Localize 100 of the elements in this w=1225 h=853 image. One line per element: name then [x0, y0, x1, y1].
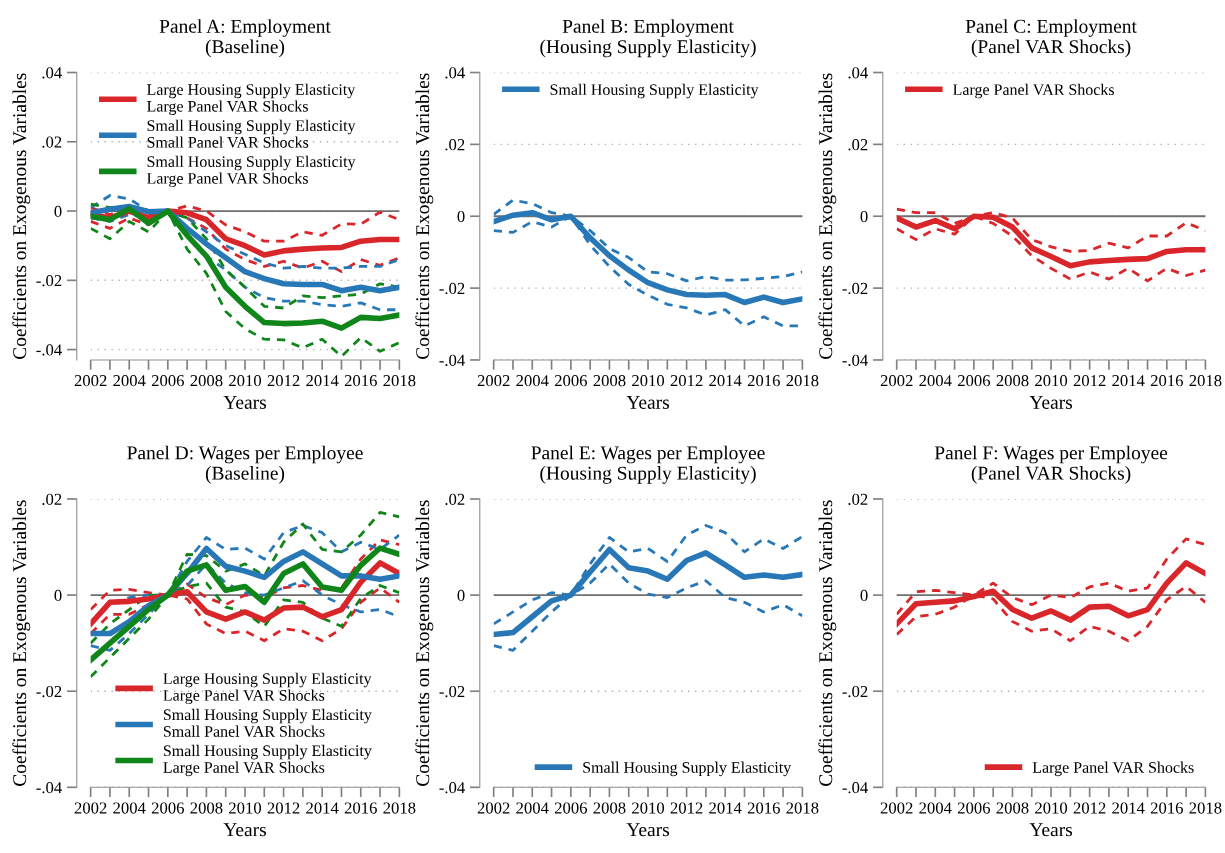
y-tick-label: .02	[848, 493, 868, 506]
x-tick-label: 2010	[632, 802, 665, 814]
y-tick-label: -.04	[439, 782, 465, 794]
legend-label: Large Panel VAR Shocks	[953, 83, 1114, 99]
x-tick-label: 2004	[113, 375, 146, 387]
legend-label: Small Housing Supply Elasticity Small Panel VAR Shocks	[147, 119, 356, 148]
x-tick-label: 2016	[1150, 375, 1183, 387]
y-axis-title: Coefficients on Exogenous Variables	[415, 500, 434, 786]
legend-label: Small Housing Supply Elasticity Large Panel VAR Shocks	[147, 155, 356, 188]
x-tick-label: 2012	[670, 375, 703, 387]
y-tick-label: .04	[848, 67, 868, 79]
chart-title: Panel D: Wages per Employee (Baseline)	[127, 445, 363, 484]
y-axis-title: Coefficients on Exogenous Variables	[12, 500, 31, 786]
x-tick-label: 2004	[919, 375, 952, 387]
x-tick-label: 2016	[344, 802, 377, 814]
x-tick-label: 2010	[229, 375, 262, 387]
chart-title: Panel C: Employment (Panel VAR Shocks)	[965, 19, 1137, 58]
x-axis-title: Years	[626, 395, 670, 409]
x-tick-label: 2010	[632, 375, 665, 387]
y-axis-title: Coefficients on Exogenous Variables	[818, 500, 837, 786]
x-tick-label: 2008	[190, 802, 223, 814]
x-tick-label: 2008	[593, 802, 626, 814]
y-tick-label: .02	[445, 139, 465, 151]
x-tick-label: 2008	[996, 802, 1029, 814]
legend-label: Large Panel VAR Shocks	[1032, 761, 1194, 777]
x-tick-label: 2004	[919, 802, 952, 814]
y-tick-label: 0	[54, 205, 62, 217]
y-tick-label: .02	[42, 136, 62, 148]
chart-title: Panel B: Employment (Housing Supply Elasticity)	[540, 19, 756, 58]
x-tick-label: 2018	[1189, 375, 1222, 387]
x-axis-title: Years	[223, 395, 266, 409]
y-tick-label: .02	[848, 139, 868, 151]
x-tick-label: 2014	[306, 375, 339, 387]
chart-title: Panel A: Employment (Baseline)	[159, 19, 331, 58]
x-tick-label: 2018	[786, 802, 819, 814]
x-tick-label: 2018	[1189, 802, 1222, 814]
y-tick-label: .04	[42, 67, 62, 79]
y-tick-label: -.02	[439, 685, 465, 698]
x-tick-label: 2018	[786, 375, 819, 387]
x-tick-label: 2002	[74, 375, 107, 387]
x-tick-label: 2012	[267, 375, 300, 387]
x-tick-label: 2008	[996, 375, 1029, 387]
x-tick-label: 2010	[1035, 802, 1068, 814]
legend-label: Large Housing Supply Elasticity Large Panel VAR Shocks	[147, 83, 356, 115]
y-tick-label: -.02	[842, 685, 868, 698]
x-tick-label: 2010	[1035, 375, 1068, 387]
x-tick-label: 2008	[593, 375, 626, 387]
x-axis-title: Years	[1029, 395, 1073, 409]
y-tick-label: .02	[445, 493, 465, 506]
y-tick-label: -.02	[439, 282, 465, 295]
x-tick-label: 2002	[880, 802, 913, 814]
y-tick-label: 0	[54, 589, 62, 602]
y-tick-label: 0	[457, 210, 465, 223]
y-tick-label: 0	[860, 210, 868, 223]
y-tick-label: -.02	[36, 275, 62, 287]
x-tick-label: 2018	[383, 802, 416, 814]
x-tick-label: 2012	[670, 802, 703, 814]
x-tick-label: 2002	[74, 802, 107, 814]
x-tick-label: 2014	[709, 802, 742, 814]
x-tick-label: 2002	[880, 375, 913, 387]
x-tick-label: 2004	[516, 375, 549, 387]
x-tick-label: 2004	[516, 802, 549, 814]
x-tick-label: 2006	[554, 802, 588, 814]
y-tick-label: 0	[860, 589, 868, 602]
y-tick-label: -.04	[36, 344, 62, 356]
x-tick-label: 2006	[957, 375, 991, 387]
x-tick-label: 2006	[957, 802, 991, 814]
x-tick-label: 2014	[306, 802, 339, 814]
x-tick-label: 2012	[1073, 375, 1106, 387]
chart-title: Panel F: Wages per Employee (Panel VAR Shocks)	[934, 445, 1168, 484]
x-tick-label: 2002	[477, 802, 510, 814]
x-tick-label: 2004	[113, 802, 146, 814]
x-tick-label: 2012	[1073, 802, 1106, 814]
x-tick-label: 2016	[747, 375, 780, 387]
x-axis-title: Years	[223, 823, 266, 837]
x-tick-label: 2008	[190, 375, 223, 387]
y-axis-title: Coefficients on Exogenous Variables	[818, 73, 837, 359]
x-tick-label: 2014	[1112, 375, 1145, 387]
y-tick-label: -.04	[36, 782, 62, 794]
chart-title: Panel E: Wages per Employee (Housing Supply Elasticity)	[531, 445, 765, 484]
x-tick-label: 2006	[554, 375, 588, 387]
x-tick-label: 2002	[477, 375, 510, 387]
y-tick-label: -.04	[842, 354, 868, 366]
x-tick-label: 2010	[229, 802, 262, 814]
y-tick-label: .04	[445, 67, 465, 79]
x-tick-label: 2016	[747, 802, 780, 814]
y-axis-title: Coefficients on Exogenous Variables	[415, 73, 434, 359]
legend-label: Small Housing Supply Elasticity	[550, 83, 759, 99]
y-tick-label: -.02	[36, 685, 62, 698]
y-tick-label: -.04	[439, 354, 465, 366]
y-tick-label: -.04	[842, 782, 868, 794]
legend-label: Small Housing Supply Elasticity Large Panel VAR Shocks	[163, 744, 372, 777]
legend-label: Large Housing Supply Elasticity Large Panel VAR Shocks	[163, 672, 372, 705]
x-tick-label: 2014	[1112, 802, 1145, 814]
x-tick-label: 2012	[267, 802, 300, 814]
y-tick-label: 0	[457, 589, 465, 602]
x-axis-title: Years	[1029, 823, 1073, 837]
x-axis-title: Years	[626, 823, 670, 837]
x-tick-label: 2018	[383, 375, 416, 387]
y-tick-label: -.02	[842, 282, 868, 295]
